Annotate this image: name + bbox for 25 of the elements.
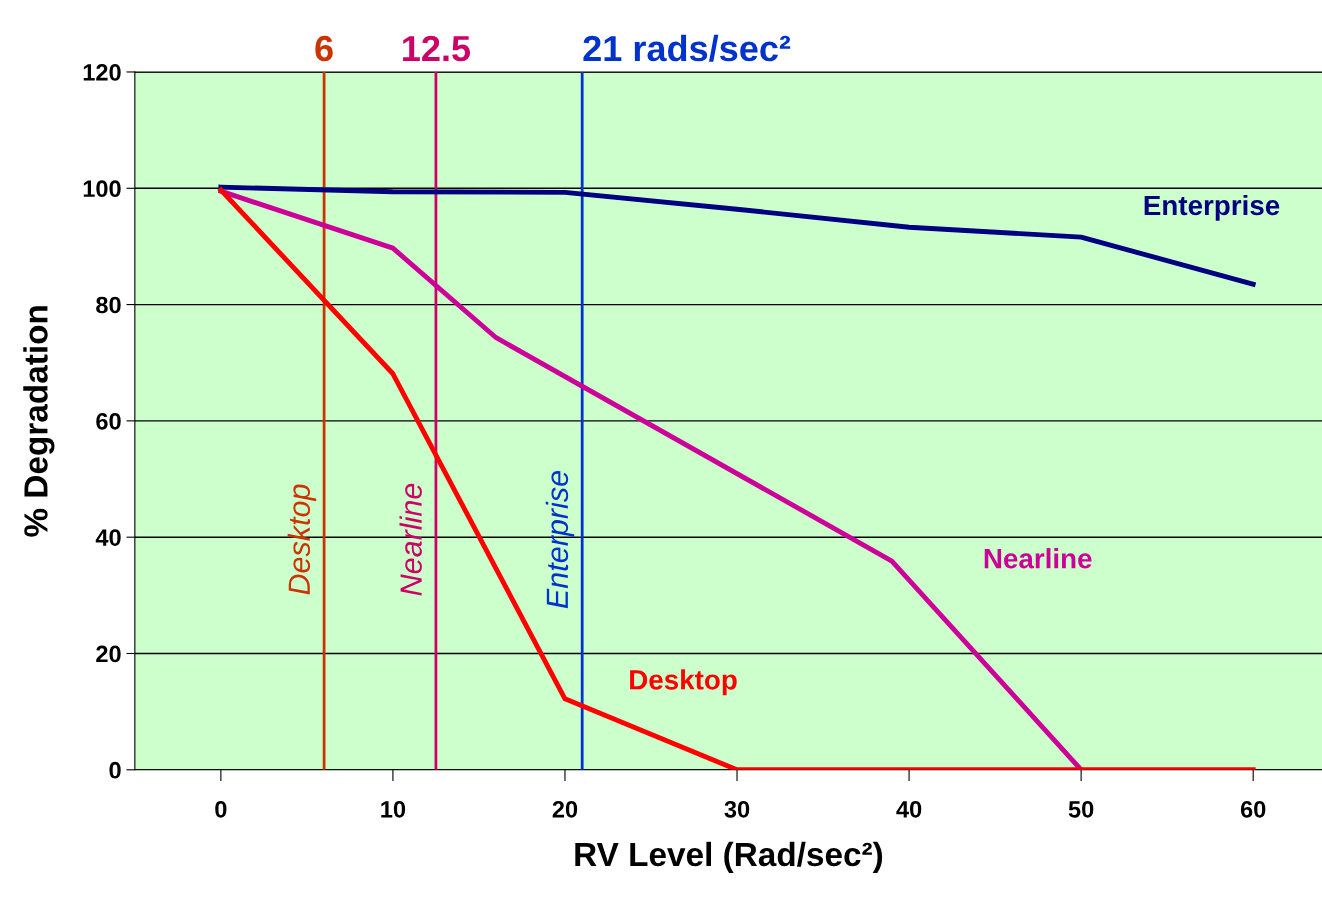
x-tick-label: 60: [1240, 800, 1266, 818]
y-tick-label: 80: [96, 296, 121, 314]
x-axis-title: RV Level (Rad/sec²): [575, 841, 883, 873]
series-label: Desktop: [630, 669, 737, 696]
annotation: Nearline: [399, 483, 422, 596]
y-tick-label: 120: [83, 64, 121, 81]
annotation: Enterprise: [545, 471, 575, 609]
ref-line-label: 6: [315, 35, 333, 62]
x-tick-label: 0: [215, 800, 227, 818]
ref-line-label: 12.5: [403, 35, 471, 62]
series-label: Enterprise: [1144, 194, 1280, 221]
y-axis-title: % Degradation: [23, 306, 55, 537]
y-tick-label: 40: [95, 529, 121, 546]
y-tick-label: 0: [109, 761, 121, 779]
ref-line-label: 21 rads/sec²: [583, 34, 791, 62]
y-tick-label: 20: [96, 645, 121, 663]
text: Nearline: [984, 548, 1092, 569]
x-tick-label: 10: [381, 800, 406, 818]
annotation: Desktop: [287, 484, 317, 595]
x-tick-label: 30: [724, 800, 750, 818]
y-tick-label: 60: [96, 412, 121, 430]
y-tick-label: 100: [83, 180, 121, 198]
x-tick-label: 20: [552, 800, 578, 818]
x-tick-label: 50: [1068, 800, 1094, 818]
x-tick-label: 40: [896, 800, 922, 818]
